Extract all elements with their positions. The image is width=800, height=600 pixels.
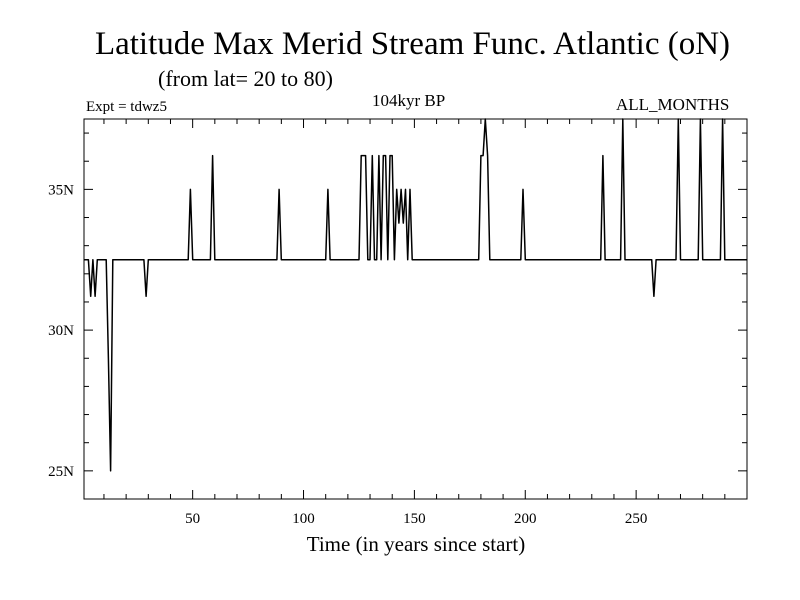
- x-tick-label: 200: [514, 511, 537, 527]
- plot-frame: [83, 118, 748, 500]
- axis-ticks: [84, 119, 747, 500]
- series-layer: [84, 118, 747, 472]
- experiment-label: Expt = tdwz5: [86, 99, 167, 115]
- x-tick-label: 250: [625, 511, 648, 527]
- y-tick-label: 30N: [48, 323, 74, 339]
- x-tick-label: 150: [403, 511, 426, 527]
- chart-title: Latitude Max Merid Stream Func. Atlantic…: [94, 26, 731, 62]
- x-axis-label: Time (in years since start): [306, 532, 526, 556]
- period-label: 104kyr BP: [372, 91, 446, 110]
- season-label: ALL_MONTHS: [616, 95, 730, 114]
- series-line: [84, 118, 747, 472]
- chart-subtitle: (from lat= 20 to 80): [158, 66, 333, 91]
- y-tick-label: 35N: [48, 182, 74, 198]
- tick-labels: 50 100 150 200 250 25N 30N 35N: [48, 182, 647, 527]
- y-tick-label: 25N: [48, 464, 74, 480]
- x-tick-label: 50: [185, 511, 200, 527]
- x-tick-label: 100: [292, 511, 315, 527]
